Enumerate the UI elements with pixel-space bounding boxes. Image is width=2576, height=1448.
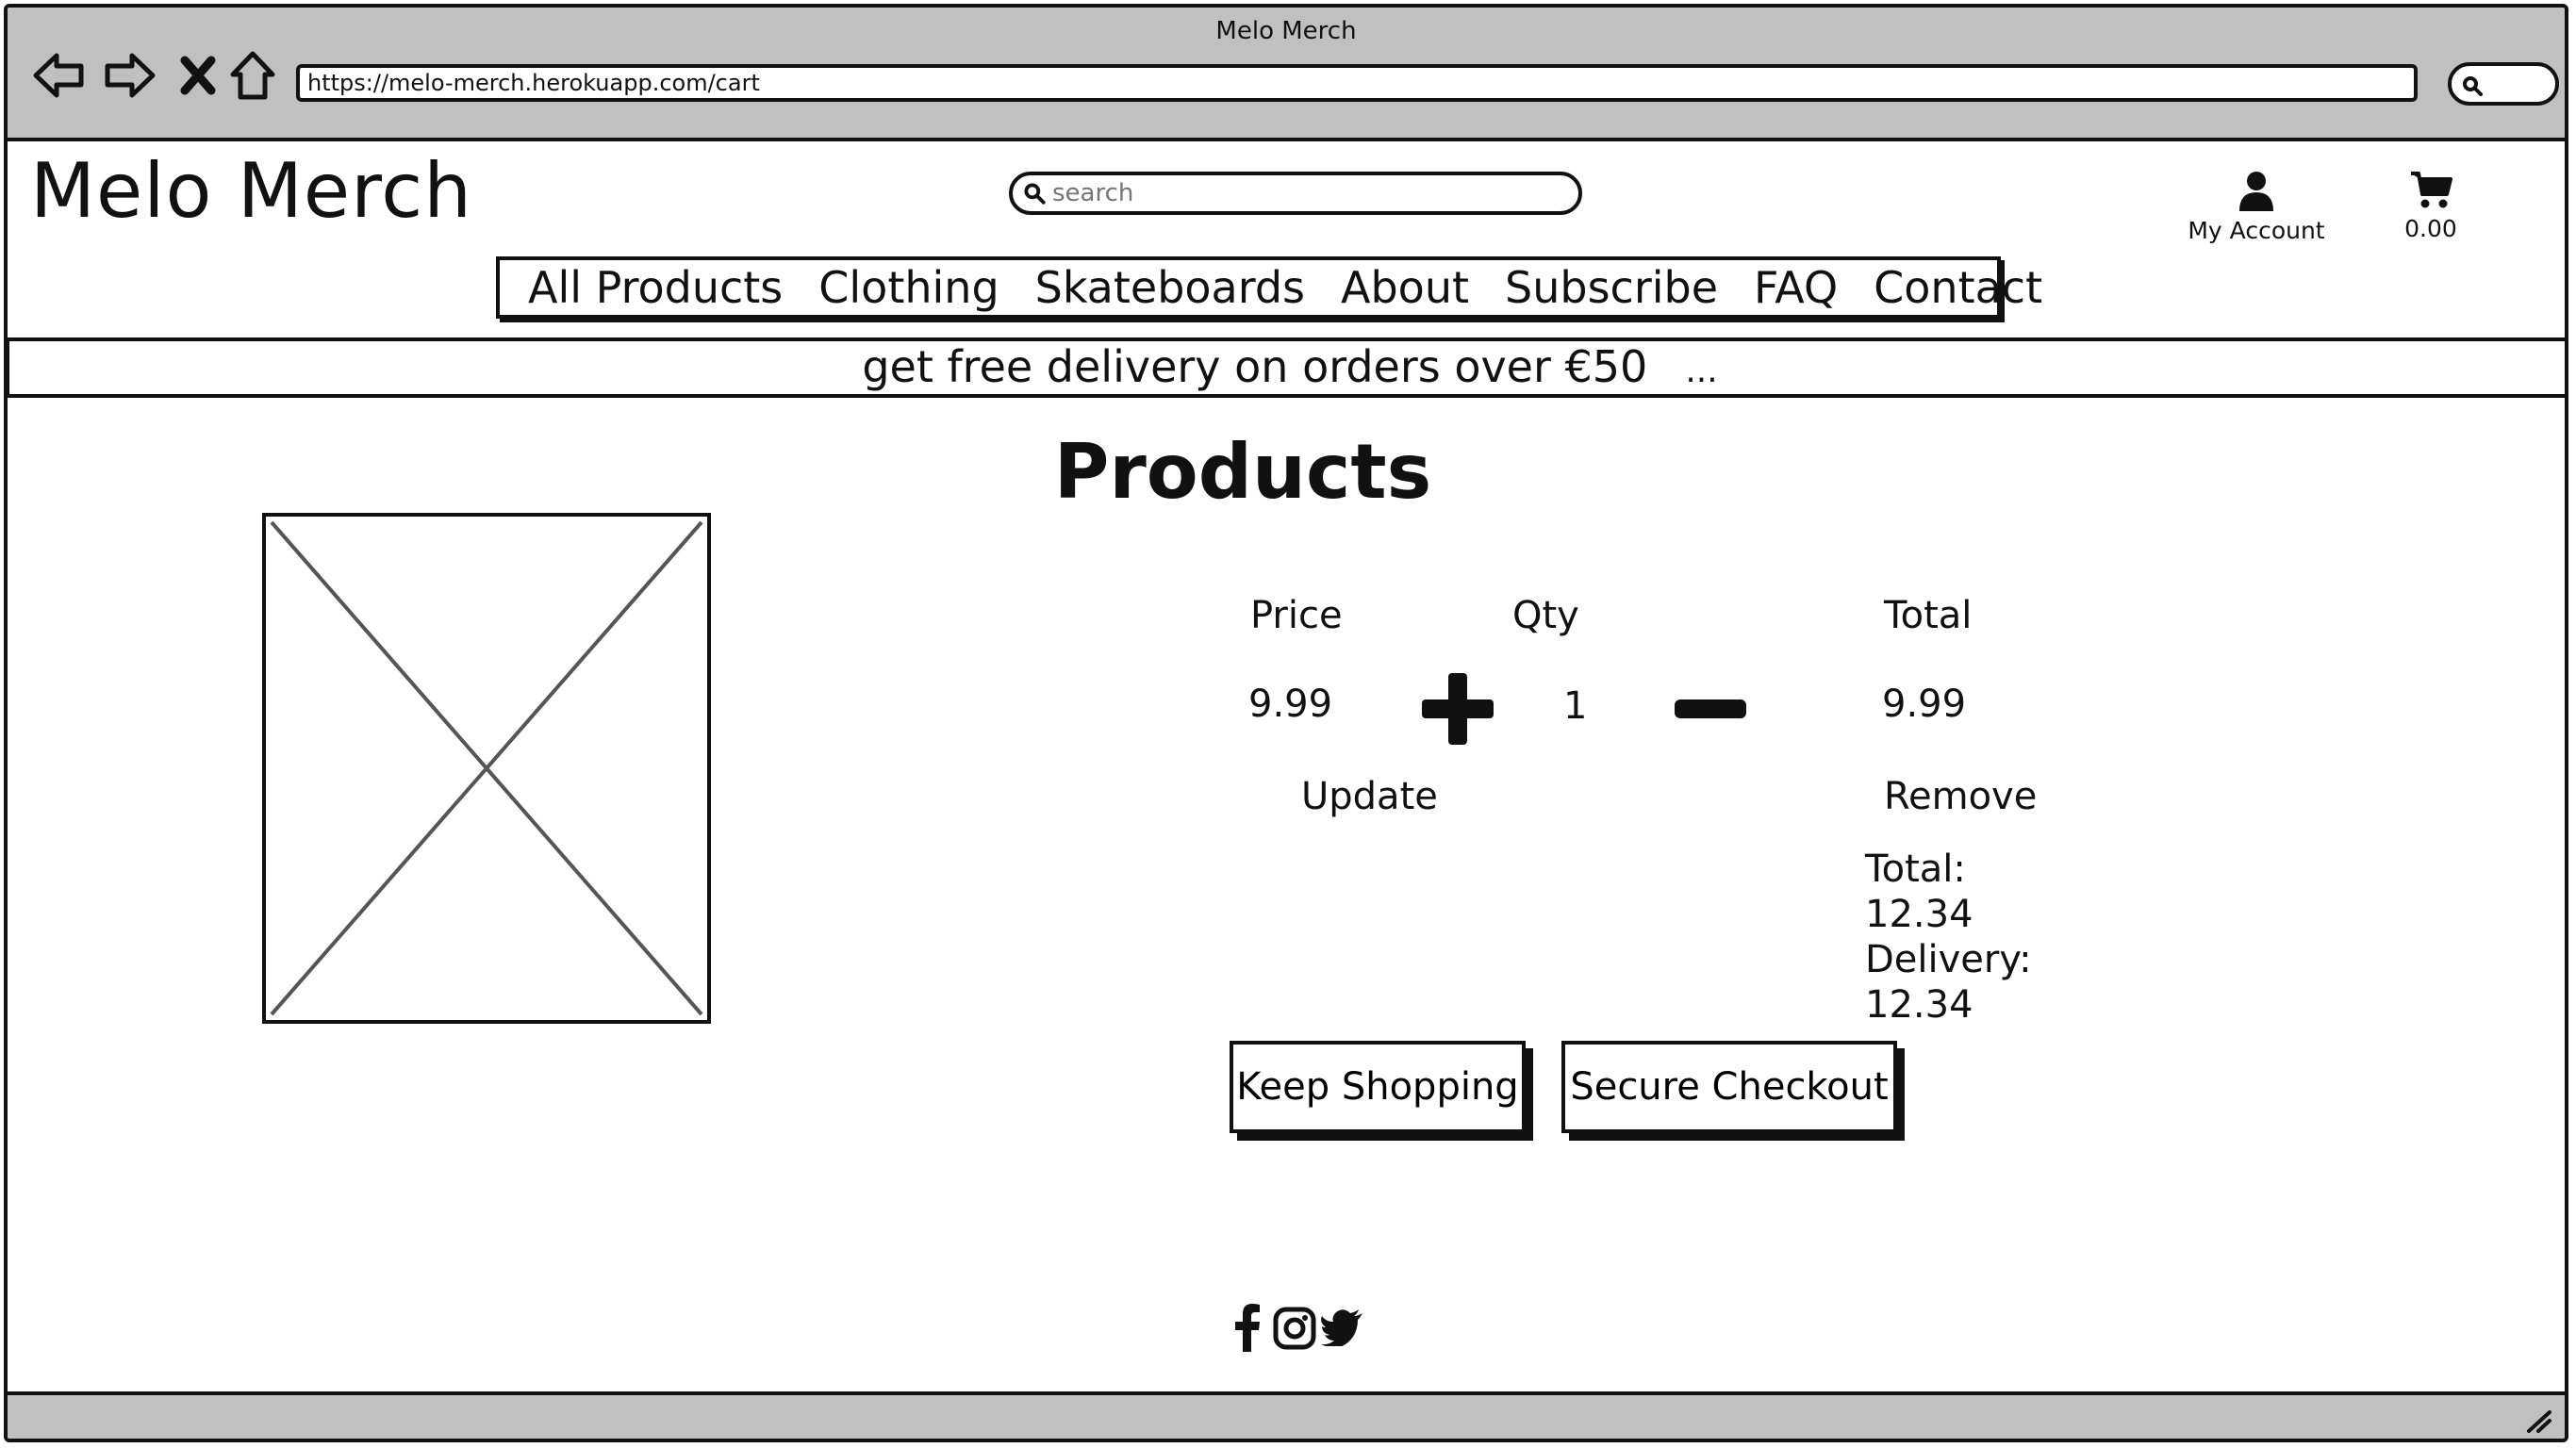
order-summary: Total: 12.34 Delivery: 12.34 xyxy=(1865,847,2032,1028)
nav-item-contact[interactable]: Contact xyxy=(1874,262,2043,313)
page-title: Products xyxy=(1053,428,1432,516)
facebook-icon[interactable] xyxy=(1233,1303,1262,1356)
shopping-cart-icon xyxy=(2411,172,2452,208)
resize-grip-icon[interactable] xyxy=(2525,1408,2553,1433)
summary-delivery-label: Delivery: xyxy=(1865,938,2032,981)
nav-item-subscribe[interactable]: Subscribe xyxy=(1505,262,1719,313)
nav-item-faq[interactable]: FAQ xyxy=(1754,262,1839,313)
secure-checkout-button[interactable]: Secure Checkout xyxy=(1561,1041,1897,1133)
home-icon[interactable] xyxy=(226,49,279,102)
back-arrow-icon[interactable] xyxy=(32,49,85,102)
nav-item-skateboards[interactable]: Skateboards xyxy=(1034,262,1306,313)
nav-item-clothing[interactable]: Clothing xyxy=(818,262,999,313)
search-icon xyxy=(2463,76,2483,96)
summary-total-value: 12.34 xyxy=(1865,893,1973,936)
my-account-link[interactable]: My Account xyxy=(2176,170,2337,244)
user-icon xyxy=(2239,172,2273,211)
remove-link[interactable]: Remove xyxy=(1884,775,2038,818)
forward-arrow-icon[interactable] xyxy=(104,49,157,102)
item-qty[interactable]: 1 xyxy=(1563,684,1588,728)
search-input[interactable] xyxy=(1050,178,1563,208)
qty-column-header: Qty xyxy=(1512,594,1579,637)
item-total: 9.99 xyxy=(1882,683,1967,726)
promo-banner: get free delivery on orders over €50... xyxy=(8,337,2565,398)
price-column-header: Price xyxy=(1250,594,1343,637)
window-title: Melo Merch xyxy=(1215,17,1357,45)
browser-status-bar xyxy=(8,1391,2565,1439)
main-navigation: All Products Clothing Skateboards About … xyxy=(496,256,2042,319)
item-price: 9.99 xyxy=(1248,683,1333,726)
decrease-qty-button[interactable] xyxy=(1673,696,1748,726)
browser-chrome: Melo Merch https://melo-merch.herokuapp.… xyxy=(8,8,2565,141)
nav-item-all-products[interactable]: All Products xyxy=(528,262,784,313)
minus-icon xyxy=(1675,699,1746,718)
promo-text: get free delivery on orders over €50 xyxy=(862,341,1648,392)
site-logo[interactable]: Melo Merch xyxy=(30,147,472,235)
summary-total-label: Total: xyxy=(1865,847,1966,891)
url-bar[interactable]: https://melo-merch.herokuapp.com/cart xyxy=(296,64,2418,102)
keep-shopping-button[interactable]: Keep Shopping xyxy=(1230,1041,1526,1133)
search-icon xyxy=(1024,183,1046,205)
cart-link[interactable]: 0.00 xyxy=(2384,170,2478,242)
total-column-header: Total xyxy=(1884,594,1973,637)
increase-qty-button[interactable] xyxy=(1420,671,1495,750)
instagram-icon[interactable] xyxy=(1273,1307,1316,1354)
cart-total: 0.00 xyxy=(2404,215,2457,242)
account-label: My Account xyxy=(2188,217,2325,244)
site-search-field[interactable] xyxy=(1009,172,1582,215)
browser-window: Melo Merch https://melo-merch.herokuapp.… xyxy=(4,4,2568,1442)
twitter-icon[interactable] xyxy=(1320,1308,1363,1350)
product-image-placeholder xyxy=(262,513,711,1024)
summary-delivery-value: 12.34 xyxy=(1865,983,1973,1027)
update-link[interactable]: Update xyxy=(1301,775,1438,818)
promo-more: ... xyxy=(1685,352,1718,390)
plus-icon xyxy=(1422,673,1494,745)
browser-search-field[interactable] xyxy=(2448,62,2559,106)
nav-item-about[interactable]: About xyxy=(1341,262,1470,313)
close-icon[interactable] xyxy=(172,49,224,102)
